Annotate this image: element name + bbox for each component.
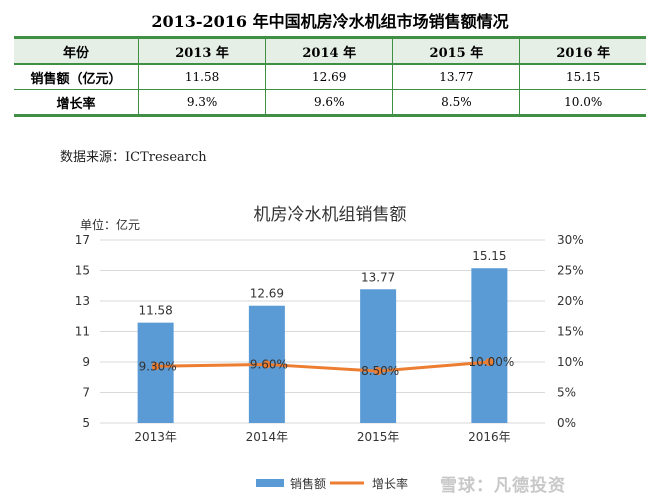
table-cell: 13.77 [392, 64, 520, 90]
y-right-tick-label: 5% [557, 386, 576, 400]
table-row: 增长率 9.3% 9.6% 8.5% 10.0% [14, 89, 646, 117]
table-cell: 15.15 [519, 64, 646, 90]
chart-unit-label: 单位：亿元 [80, 217, 140, 232]
y-right-tick-label: 30% [557, 233, 584, 247]
x-tick-label: 2014年 [246, 430, 289, 444]
legend-label: 销售额 [290, 476, 326, 491]
x-tick-label: 2015年 [357, 430, 400, 444]
y-right-tick-label: 15% [557, 325, 584, 339]
table-header-cell: 2013 年 [137, 36, 266, 65]
y-left-tick-label: 17 [75, 233, 90, 247]
data-source-note: 数据来源：ICTresearch [60, 150, 207, 165]
table-row-header: 销售额（亿元） [30, 71, 122, 87]
y-right-tick-label: 25% [557, 264, 584, 278]
y-right-tick-label: 0% [557, 416, 576, 430]
y-right-tick-label: 10% [557, 355, 584, 369]
table-cell: 8.5% [392, 89, 520, 117]
line-value-label: 9.60% [250, 357, 288, 371]
legend-swatch-bar [256, 479, 284, 487]
line-point [262, 360, 271, 369]
data-labels: 11.58 12.69 13.77 15.15 9.30% 9.60% 8.50% 10.00… [138, 249, 514, 378]
y-left-tick-label: 11 [75, 325, 90, 339]
y-left-tick-label: 7 [82, 386, 90, 400]
sales-chart: 机房冷水机组销售额 单位：亿元 11.58 12.69 13.77 15.15 9.30… [75, 205, 584, 491]
line-value-label: 8.50% [361, 364, 399, 378]
table-header-cell: 2016 年 [519, 36, 646, 65]
y-left-tick-label: 9 [82, 355, 90, 369]
bar-value-label: 15.15 [472, 249, 506, 263]
watermark: 雪球：凡德投资 [440, 476, 566, 496]
y-left-tick-label: 13 [75, 294, 90, 308]
y-left-tick-label: 5 [82, 416, 90, 430]
bar-series [137, 268, 508, 423]
bar [360, 289, 397, 423]
table-cell: 10.0% [519, 89, 646, 117]
table-header-cell: 2015 年 [392, 36, 520, 65]
line-point [151, 362, 160, 371]
y-left-tick-label: 15 [75, 264, 90, 278]
x-tick-label: 2013年 [134, 430, 177, 444]
sales-table: 年份 2013 年 2014 年 2015 年 2016 年 销售额（亿元） 1… [14, 36, 646, 117]
table-header-cell: 年份 [14, 36, 139, 65]
x-tick-label: 2016年 [468, 430, 511, 444]
y-right-tick-label: 20% [557, 294, 584, 308]
line-value-label: 9.30% [139, 359, 177, 373]
chart-gridlines [100, 239, 545, 424]
growth-rate-line [155, 360, 490, 373]
bar-value-label: 11.58 [138, 304, 172, 318]
table-header-cell: 2014 年 [265, 36, 393, 65]
chart-title: 机房冷水机组销售额 [254, 205, 407, 225]
bar-value-label: 13.77 [361, 270, 395, 284]
table-cell: 9.3% [137, 89, 266, 117]
line-point [485, 358, 494, 366]
line-series [151, 358, 494, 376]
bar [471, 268, 508, 423]
legend-label: 增长率 [372, 476, 408, 491]
line-point [374, 367, 383, 376]
chart-legend: 销售额 增长率 [256, 476, 408, 491]
document-title: 2013-2016 年中国机房冷水机组市场销售额情况 [151, 12, 509, 31]
axis-labels: 5 7 9 11 13 15 17 0% 5% 10% 15% 20% 25% 30% 2013年 2014年… [75, 233, 584, 444]
table-row: 销售额（亿元） 11.58 12.69 13.77 15.15 [14, 64, 646, 90]
table-cell: 11.58 [137, 64, 266, 90]
bar-value-label: 12.69 [250, 287, 284, 301]
line-value-label: 10.00% [468, 355, 514, 369]
table-cell: 9.6% [265, 89, 393, 117]
table-cell: 12.69 [265, 64, 393, 90]
table-row-header: 增长率 [14, 89, 139, 117]
bar [137, 322, 174, 423]
table-header-row: 年份 2013 年 2014 年 2015 年 2016 年 [14, 36, 646, 65]
